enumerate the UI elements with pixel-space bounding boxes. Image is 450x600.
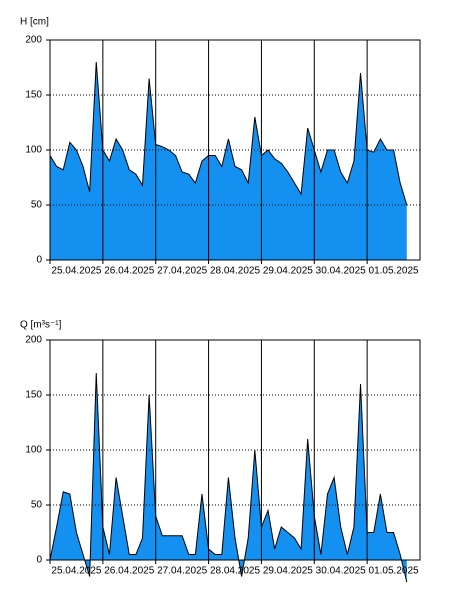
x-tick-label: 30.04.2025 bbox=[316, 566, 366, 577]
x-tick-label: 01.05.2025 bbox=[369, 266, 419, 277]
area bbox=[50, 62, 407, 260]
area-outline bbox=[49, 61, 408, 206]
plot-frame bbox=[49, 39, 421, 261]
x-tick-label: 27.04.2025 bbox=[157, 566, 207, 577]
y-tick-label: 200 bbox=[25, 35, 42, 46]
y-tick-label: 0 bbox=[36, 555, 42, 566]
x-tick-label: 28.04.2025 bbox=[210, 266, 260, 277]
y-tick-label: 50 bbox=[31, 500, 43, 511]
y-axis-label: Q [m³s⁻¹] bbox=[20, 320, 62, 331]
y-tick-label: 150 bbox=[25, 90, 42, 101]
x-tick-label: 28.04.2025 bbox=[210, 566, 260, 577]
y-tick-label: 100 bbox=[25, 145, 42, 156]
y-tick-label: 150 bbox=[25, 390, 42, 401]
x-tick-label: 27.04.2025 bbox=[157, 266, 207, 277]
x-tick-label: 29.04.2025 bbox=[263, 266, 313, 277]
plot-frame bbox=[49, 339, 421, 561]
x-tick-label: 26.04.2025 bbox=[104, 266, 154, 277]
x-tick-label: 26.04.2025 bbox=[104, 566, 154, 577]
area-outline bbox=[49, 372, 408, 583]
x-tick-label: 01.05.2025 bbox=[369, 566, 419, 577]
x-tick-label: 30.04.2025 bbox=[316, 266, 366, 277]
x-tick-label: 25.04.2025 bbox=[51, 266, 101, 277]
y-tick-label: 0 bbox=[36, 255, 42, 266]
y-tick-label: 200 bbox=[25, 335, 42, 346]
x-tick-label: 29.04.2025 bbox=[263, 566, 313, 577]
y-tick-label: 50 bbox=[31, 200, 43, 211]
y-tick-label: 100 bbox=[25, 445, 42, 456]
x-tick-label: 25.04.2025 bbox=[51, 566, 101, 577]
y-axis-label: H [cm] bbox=[20, 17, 49, 28]
